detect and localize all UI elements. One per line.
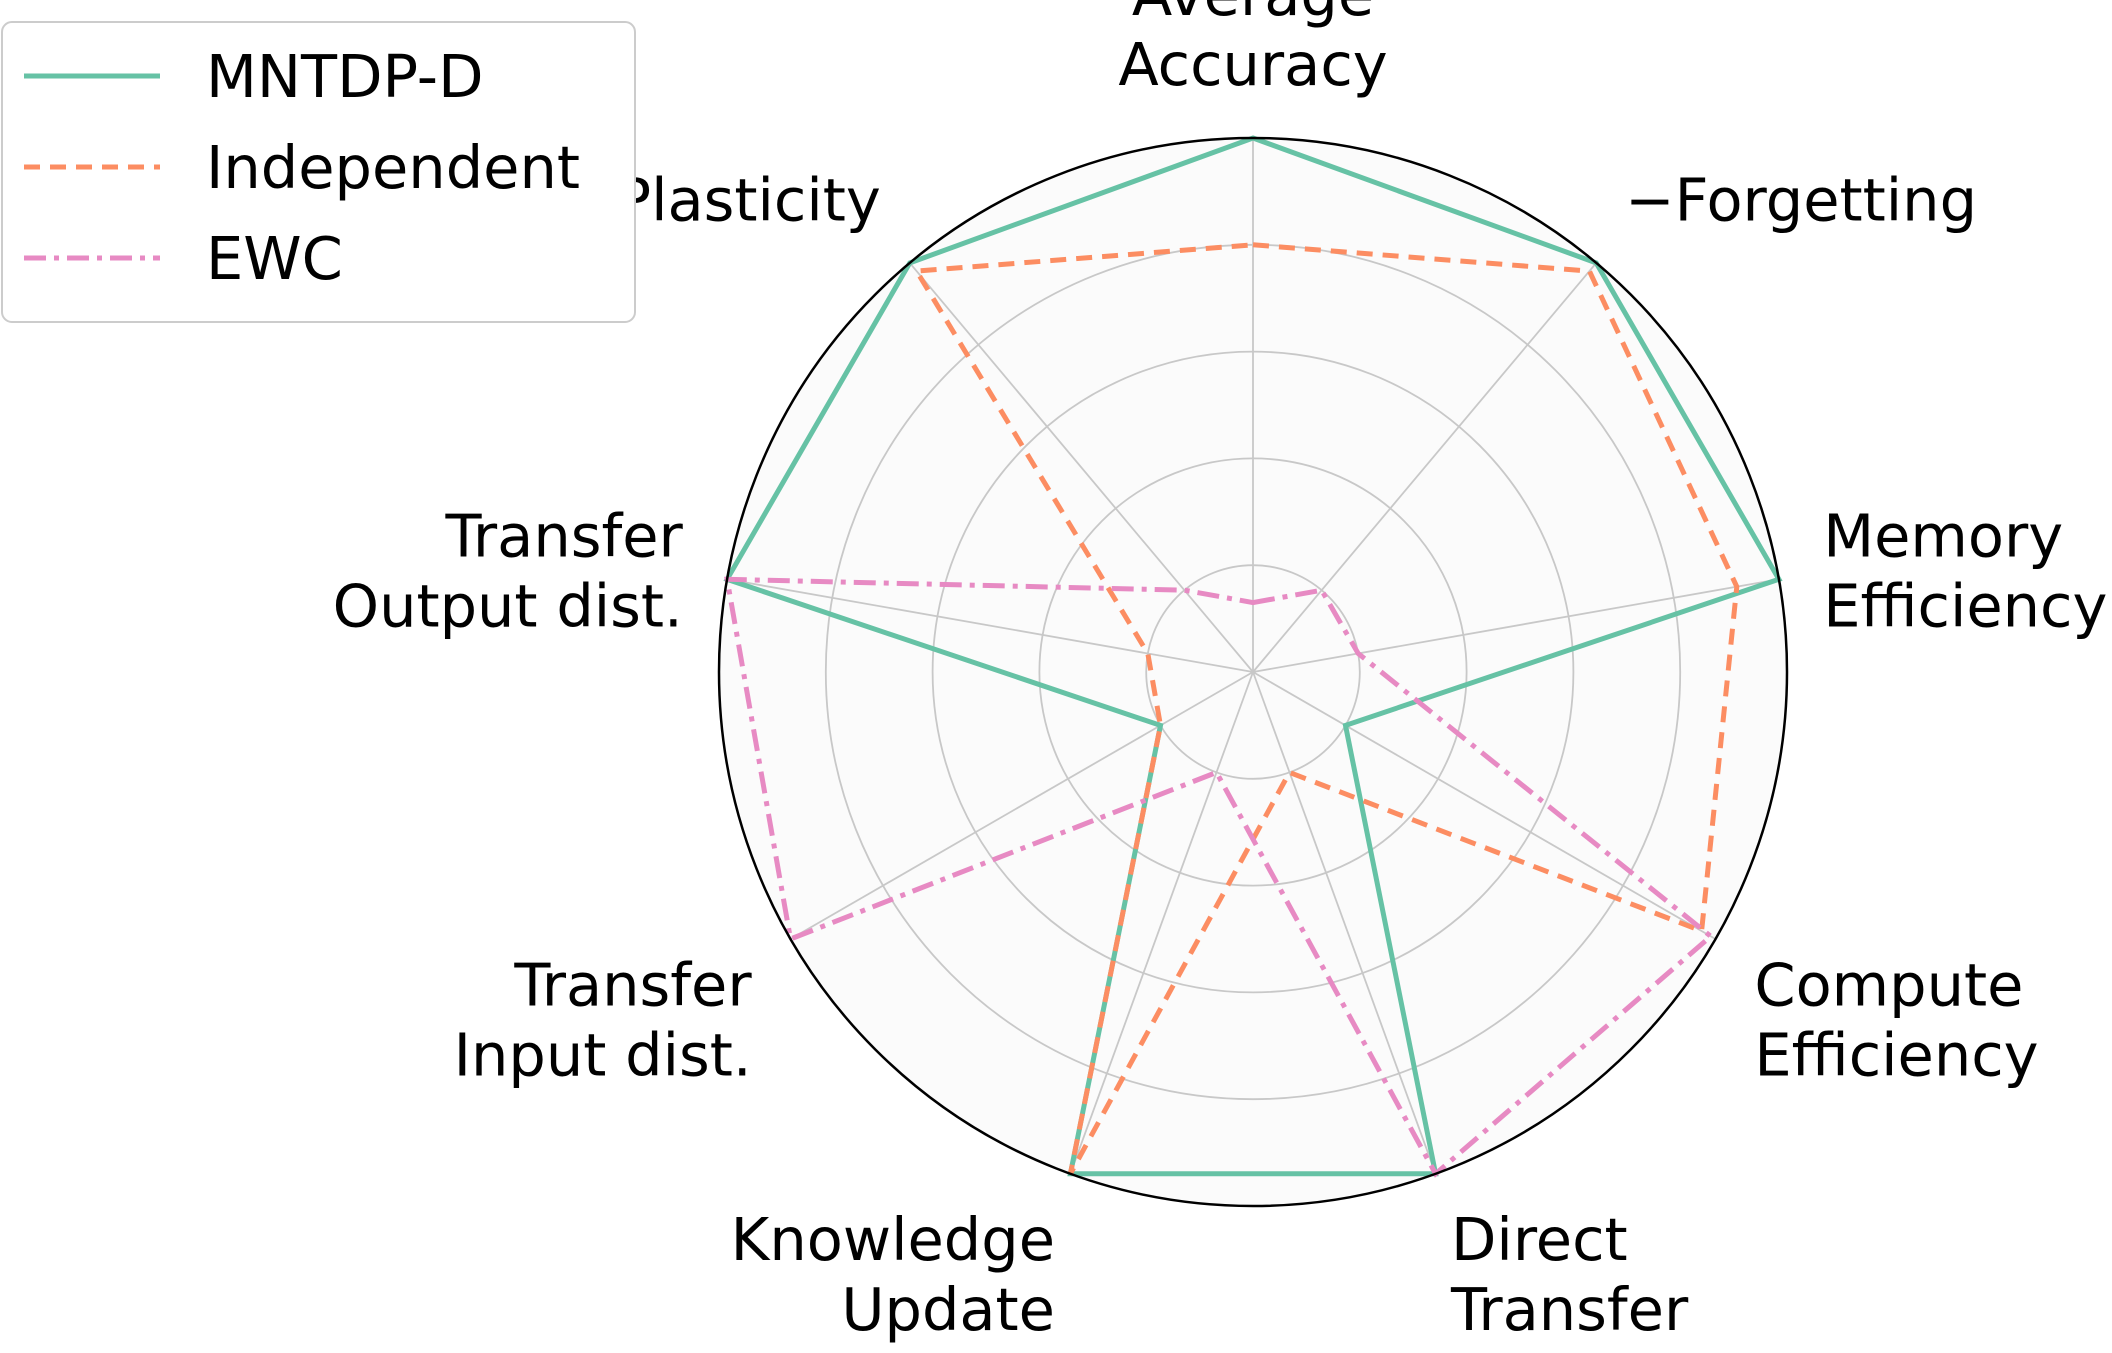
grid-spoke-6	[790, 671, 1254, 940]
axis-label-7: Transfer Output dist.	[333, 502, 684, 641]
axis-label-5-line-0: Knowledge	[731, 1205, 1055, 1274]
legend-label-1: Independent	[206, 133, 580, 202]
grid-spoke-8	[909, 262, 1254, 673]
outer-frame	[717, 136, 1789, 1208]
grid	[726, 138, 1780, 1175]
axis-labels: AverageAccuracy−ForgettingMemoryEfficien…	[333, 0, 2108, 1344]
grid-spoke-4	[1252, 671, 1437, 1175]
axis-label-7-line-1: Output dist.	[333, 572, 683, 641]
series-line-independent	[912, 242, 1740, 1175]
axis-label-2-line-0: Memory	[1823, 502, 2063, 571]
legend-label-2: EWC	[206, 224, 343, 293]
axis-label-2-line-1: Efficiency	[1823, 572, 2107, 641]
legend-frame	[1, 21, 636, 323]
axis-label-4-line-0: Direct	[1451, 1205, 1628, 1274]
axis-label-8: Plasticity	[616, 166, 881, 235]
axis-label-4: Direct Transfer	[1450, 1205, 1689, 1344]
axis-label-8-line-0: Plasticity	[616, 166, 881, 235]
axis-label-1-line-0: −Forgetting	[1625, 166, 1977, 235]
grid-spoke-1	[1252, 262, 1597, 673]
axis-label-6-line-0: Transfer	[513, 951, 752, 1020]
axis-label-2: Memory Efficiency	[1823, 502, 2107, 641]
legend: MNTDP-D Independent EWC	[1, 21, 636, 323]
axis-label-5-line-1: Update	[841, 1275, 1055, 1344]
axis-label-0-line-1: Accuracy	[1118, 30, 1387, 99]
grid-spoke-3	[1252, 671, 1716, 940]
axis-label-3: Compute Efficiency	[1754, 951, 2038, 1090]
axis-label-6: Transfer Input dist.	[454, 951, 753, 1090]
axis-label-7-line-0: Transfer	[445, 502, 684, 571]
axis-label-3-line-1: Efficiency	[1754, 1021, 2038, 1090]
series-lines	[717, 135, 1789, 1208]
legend-label-0: MNTDP-D	[206, 42, 484, 111]
grid-spoke-2	[1252, 578, 1780, 673]
axis-label-5: Knowledge Update	[731, 1205, 1055, 1344]
axis-label-6-line-1: Input dist.	[454, 1021, 752, 1090]
series-line-ewc	[724, 576, 1715, 1178]
axis-label-3-line-0: Compute	[1754, 951, 2023, 1020]
grid-spoke-7	[726, 578, 1254, 673]
axis-label-0: AverageAccuracy	[1118, 0, 1387, 99]
grid-spoke-5	[1069, 671, 1254, 1175]
series-line-mntdp-d	[723, 135, 1783, 1177]
axis-label-4-line-1: Transfer	[1450, 1275, 1689, 1344]
axis-label-1: −Forgetting	[1625, 166, 1977, 235]
axis-label-0-line-0: Average	[1132, 0, 1374, 29]
